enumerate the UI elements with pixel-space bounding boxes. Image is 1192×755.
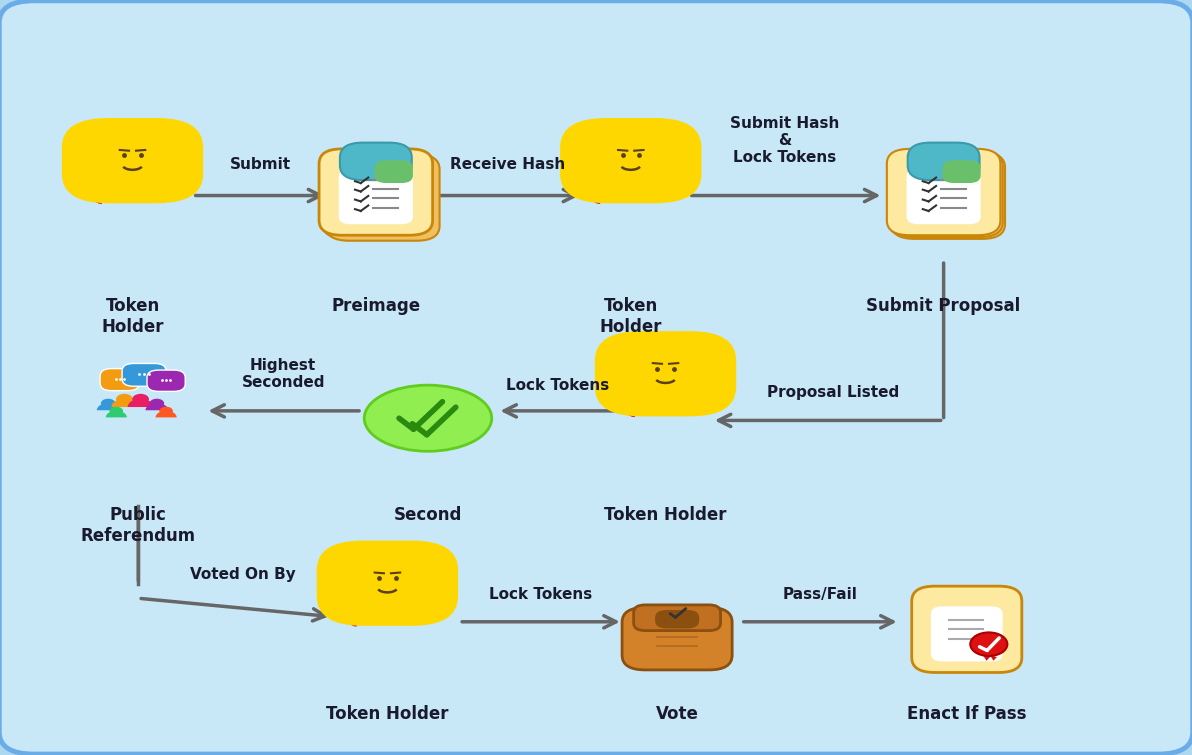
Text: Public
Referendum: Public Referendum — [81, 507, 195, 545]
FancyBboxPatch shape — [657, 353, 675, 362]
Wedge shape — [111, 399, 137, 407]
Text: Receive Hash: Receive Hash — [451, 157, 565, 172]
Wedge shape — [156, 411, 176, 418]
Text: Token Holder: Token Holder — [604, 507, 727, 525]
Wedge shape — [106, 411, 126, 418]
Text: Highest
Seconded: Highest Seconded — [242, 358, 325, 390]
FancyBboxPatch shape — [634, 605, 720, 630]
Wedge shape — [97, 403, 119, 410]
FancyBboxPatch shape — [595, 331, 737, 416]
FancyBboxPatch shape — [374, 160, 412, 183]
Wedge shape — [696, 393, 710, 411]
Polygon shape — [991, 655, 997, 661]
Bar — [623, 173, 638, 179]
Text: Lock Tokens: Lock Tokens — [489, 587, 592, 602]
FancyBboxPatch shape — [378, 562, 397, 572]
FancyBboxPatch shape — [912, 586, 1022, 673]
Text: Preimage: Preimage — [331, 297, 421, 315]
Wedge shape — [660, 180, 676, 198]
Wedge shape — [145, 403, 168, 410]
Circle shape — [132, 394, 149, 405]
FancyBboxPatch shape — [943, 160, 981, 183]
Ellipse shape — [365, 385, 492, 451]
Circle shape — [116, 394, 132, 405]
FancyBboxPatch shape — [327, 154, 440, 241]
Polygon shape — [983, 655, 991, 661]
Wedge shape — [128, 399, 154, 407]
FancyBboxPatch shape — [907, 169, 981, 224]
Wedge shape — [586, 180, 601, 198]
FancyBboxPatch shape — [100, 368, 139, 390]
FancyBboxPatch shape — [340, 143, 411, 180]
Text: Lock Tokens: Lock Tokens — [507, 378, 609, 393]
FancyBboxPatch shape — [892, 153, 1005, 239]
Bar — [380, 596, 395, 601]
Text: Vote: Vote — [656, 705, 699, 723]
FancyBboxPatch shape — [656, 610, 700, 628]
Circle shape — [970, 633, 1007, 656]
FancyBboxPatch shape — [123, 140, 142, 149]
Polygon shape — [103, 179, 162, 199]
Circle shape — [149, 399, 164, 408]
Wedge shape — [162, 180, 178, 198]
FancyBboxPatch shape — [323, 153, 436, 239]
Text: Token
Holder: Token Holder — [600, 297, 662, 336]
FancyBboxPatch shape — [62, 118, 203, 203]
Text: Pass/Fail: Pass/Fail — [782, 587, 857, 602]
Wedge shape — [417, 602, 432, 621]
FancyBboxPatch shape — [622, 608, 732, 670]
Text: Token Holder: Token Holder — [327, 705, 448, 723]
Text: Token
Holder: Token Holder — [101, 297, 163, 336]
Wedge shape — [621, 393, 635, 411]
Text: Submit: Submit — [229, 157, 291, 172]
Text: Voted On By: Voted On By — [190, 567, 296, 582]
FancyBboxPatch shape — [339, 169, 412, 224]
Circle shape — [101, 399, 116, 408]
FancyBboxPatch shape — [931, 606, 1002, 661]
Text: Second: Second — [393, 507, 462, 525]
Text: Submit Proposal: Submit Proposal — [867, 297, 1020, 315]
FancyBboxPatch shape — [147, 370, 185, 391]
FancyBboxPatch shape — [319, 149, 433, 236]
FancyBboxPatch shape — [889, 151, 1002, 237]
Bar — [658, 387, 672, 392]
Wedge shape — [88, 180, 103, 198]
Wedge shape — [343, 602, 358, 621]
Circle shape — [160, 407, 173, 415]
Bar — [125, 173, 139, 179]
Text: Enact If Pass: Enact If Pass — [907, 705, 1026, 723]
Polygon shape — [635, 392, 696, 413]
FancyBboxPatch shape — [621, 140, 640, 149]
Text: Proposal Listed: Proposal Listed — [768, 385, 900, 400]
FancyBboxPatch shape — [907, 143, 980, 180]
Polygon shape — [601, 179, 660, 199]
Polygon shape — [358, 601, 417, 622]
Circle shape — [110, 407, 123, 415]
Text: Submit Hash
&
Lock Tokens: Submit Hash & Lock Tokens — [731, 116, 839, 165]
FancyBboxPatch shape — [317, 541, 458, 626]
FancyBboxPatch shape — [560, 118, 701, 203]
FancyBboxPatch shape — [122, 363, 166, 387]
FancyBboxPatch shape — [887, 149, 1000, 236]
